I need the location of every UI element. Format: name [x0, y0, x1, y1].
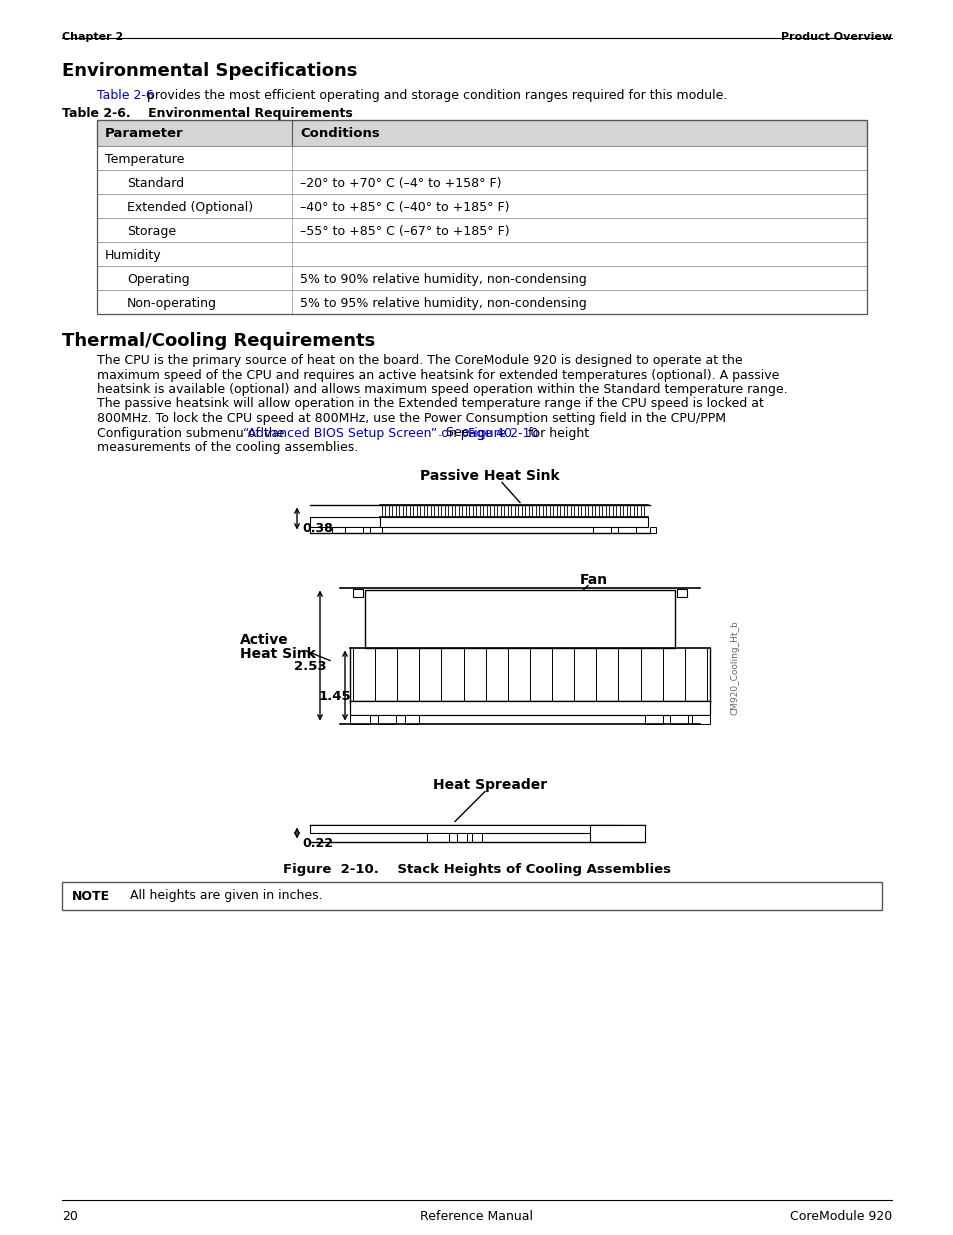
- Bar: [691, 715, 709, 724]
- Text: maximum speed of the CPU and requires an active heatsink for extended temperatur: maximum speed of the CPU and requires an…: [97, 368, 779, 382]
- Text: provides the most efficient operating and storage condition ranges required for : provides the most efficient operating an…: [143, 89, 726, 103]
- Text: Reference Manual: Reference Manual: [420, 1210, 533, 1223]
- Bar: [379, 516, 647, 526]
- Text: Operating: Operating: [127, 273, 190, 287]
- Text: Figure 2-10: Figure 2-10: [468, 426, 538, 440]
- Bar: [377, 715, 395, 724]
- Text: Temperature: Temperature: [105, 153, 184, 165]
- Bar: [589, 825, 644, 841]
- Text: The passive heatsink will allow operation in the Extended temperature range if t: The passive heatsink will allow operatio…: [97, 398, 763, 410]
- Text: –55° to +85° C (–67° to +185° F): –55° to +85° C (–67° to +185° F): [299, 225, 509, 238]
- Text: Conditions: Conditions: [299, 127, 379, 140]
- Bar: [97, 219, 866, 242]
- Text: Parameter: Parameter: [105, 127, 183, 140]
- Text: The CPU is the primary source of heat on the board. The CoreModule 920 is design: The CPU is the primary source of heat on…: [97, 354, 741, 367]
- Bar: [97, 120, 866, 146]
- Bar: [618, 526, 636, 532]
- Text: . See: . See: [437, 426, 474, 440]
- Text: 20: 20: [62, 1210, 78, 1223]
- Text: Environmental Specifications: Environmental Specifications: [62, 62, 357, 80]
- Bar: [350, 715, 370, 724]
- Text: “Advanced BIOS Setup Screen” on page 40: “Advanced BIOS Setup Screen” on page 40: [242, 426, 511, 440]
- Text: –40° to +85° C (–40° to +185° F): –40° to +85° C (–40° to +185° F): [299, 201, 509, 214]
- Text: Chapter 2: Chapter 2: [62, 32, 123, 42]
- Bar: [472, 832, 481, 841]
- Text: Fan: Fan: [579, 573, 607, 587]
- Bar: [97, 120, 866, 314]
- Text: 1.45: 1.45: [318, 689, 352, 703]
- Bar: [97, 290, 866, 314]
- Text: Heat Sink: Heat Sink: [240, 646, 315, 661]
- Text: 0.38: 0.38: [302, 522, 333, 536]
- Bar: [350, 700, 709, 715]
- Bar: [345, 526, 363, 532]
- Bar: [427, 832, 449, 841]
- Text: 5% to 90% relative humidity, non-condensing: 5% to 90% relative humidity, non-condens…: [299, 273, 586, 287]
- Bar: [365, 589, 675, 647]
- Bar: [97, 170, 866, 194]
- Bar: [669, 715, 687, 724]
- Bar: [677, 589, 686, 597]
- Text: heatsink is available (optional) and allows maximum speed operation within the S: heatsink is available (optional) and all…: [97, 383, 787, 396]
- Bar: [310, 516, 379, 526]
- Text: CoreModule 920: CoreModule 920: [789, 1210, 891, 1223]
- Text: 800MHz. To lock the CPU speed at 800MHz, use the Power Consumption setting field: 800MHz. To lock the CPU speed at 800MHz,…: [97, 412, 725, 425]
- Bar: [456, 832, 467, 841]
- Bar: [97, 242, 866, 266]
- Text: Humidity: Humidity: [105, 249, 161, 262]
- Bar: [97, 266, 866, 290]
- Text: for height: for height: [523, 426, 588, 440]
- Text: Product Overview: Product Overview: [781, 32, 891, 42]
- Text: Thermal/Cooling Requirements: Thermal/Cooling Requirements: [62, 332, 375, 350]
- Text: Table 2-6: Table 2-6: [97, 89, 153, 103]
- Bar: [644, 715, 662, 724]
- Bar: [370, 526, 381, 532]
- Text: NOTE: NOTE: [71, 889, 110, 903]
- Text: CM920_Cooling_Ht_b: CM920_Cooling_Ht_b: [730, 620, 739, 715]
- Bar: [405, 715, 418, 724]
- Text: 0.22: 0.22: [302, 837, 333, 850]
- Text: Non-operating: Non-operating: [127, 296, 216, 310]
- Text: Extended (Optional): Extended (Optional): [127, 201, 253, 214]
- Bar: [310, 825, 619, 832]
- Text: Table 2-6.    Environmental Requirements: Table 2-6. Environmental Requirements: [62, 107, 353, 120]
- Text: Active: Active: [240, 632, 289, 646]
- Text: 2.53: 2.53: [294, 659, 326, 673]
- Text: Heat Spreader: Heat Spreader: [433, 778, 546, 793]
- Text: Passive Heat Sink: Passive Heat Sink: [419, 469, 559, 483]
- Text: 5% to 95% relative humidity, non-condensing: 5% to 95% relative humidity, non-condens…: [299, 296, 586, 310]
- Bar: [310, 526, 332, 532]
- Bar: [649, 526, 656, 532]
- Text: Figure  2-10.    Stack Heights of Cooling Assemblies: Figure 2-10. Stack Heights of Cooling As…: [283, 863, 670, 877]
- Bar: [62, 882, 882, 909]
- Text: –20° to +70° C (–4° to +158° F): –20° to +70° C (–4° to +158° F): [299, 177, 501, 190]
- Bar: [353, 589, 363, 597]
- Text: Storage: Storage: [127, 225, 176, 238]
- Text: Standard: Standard: [127, 177, 184, 190]
- Bar: [97, 146, 866, 170]
- Bar: [593, 526, 610, 532]
- Text: Configuration submenu of the: Configuration submenu of the: [97, 426, 288, 440]
- Bar: [97, 194, 866, 219]
- Text: measurements of the cooling assemblies.: measurements of the cooling assemblies.: [97, 441, 358, 454]
- Text: All heights are given in inches.: All heights are given in inches.: [130, 889, 322, 903]
